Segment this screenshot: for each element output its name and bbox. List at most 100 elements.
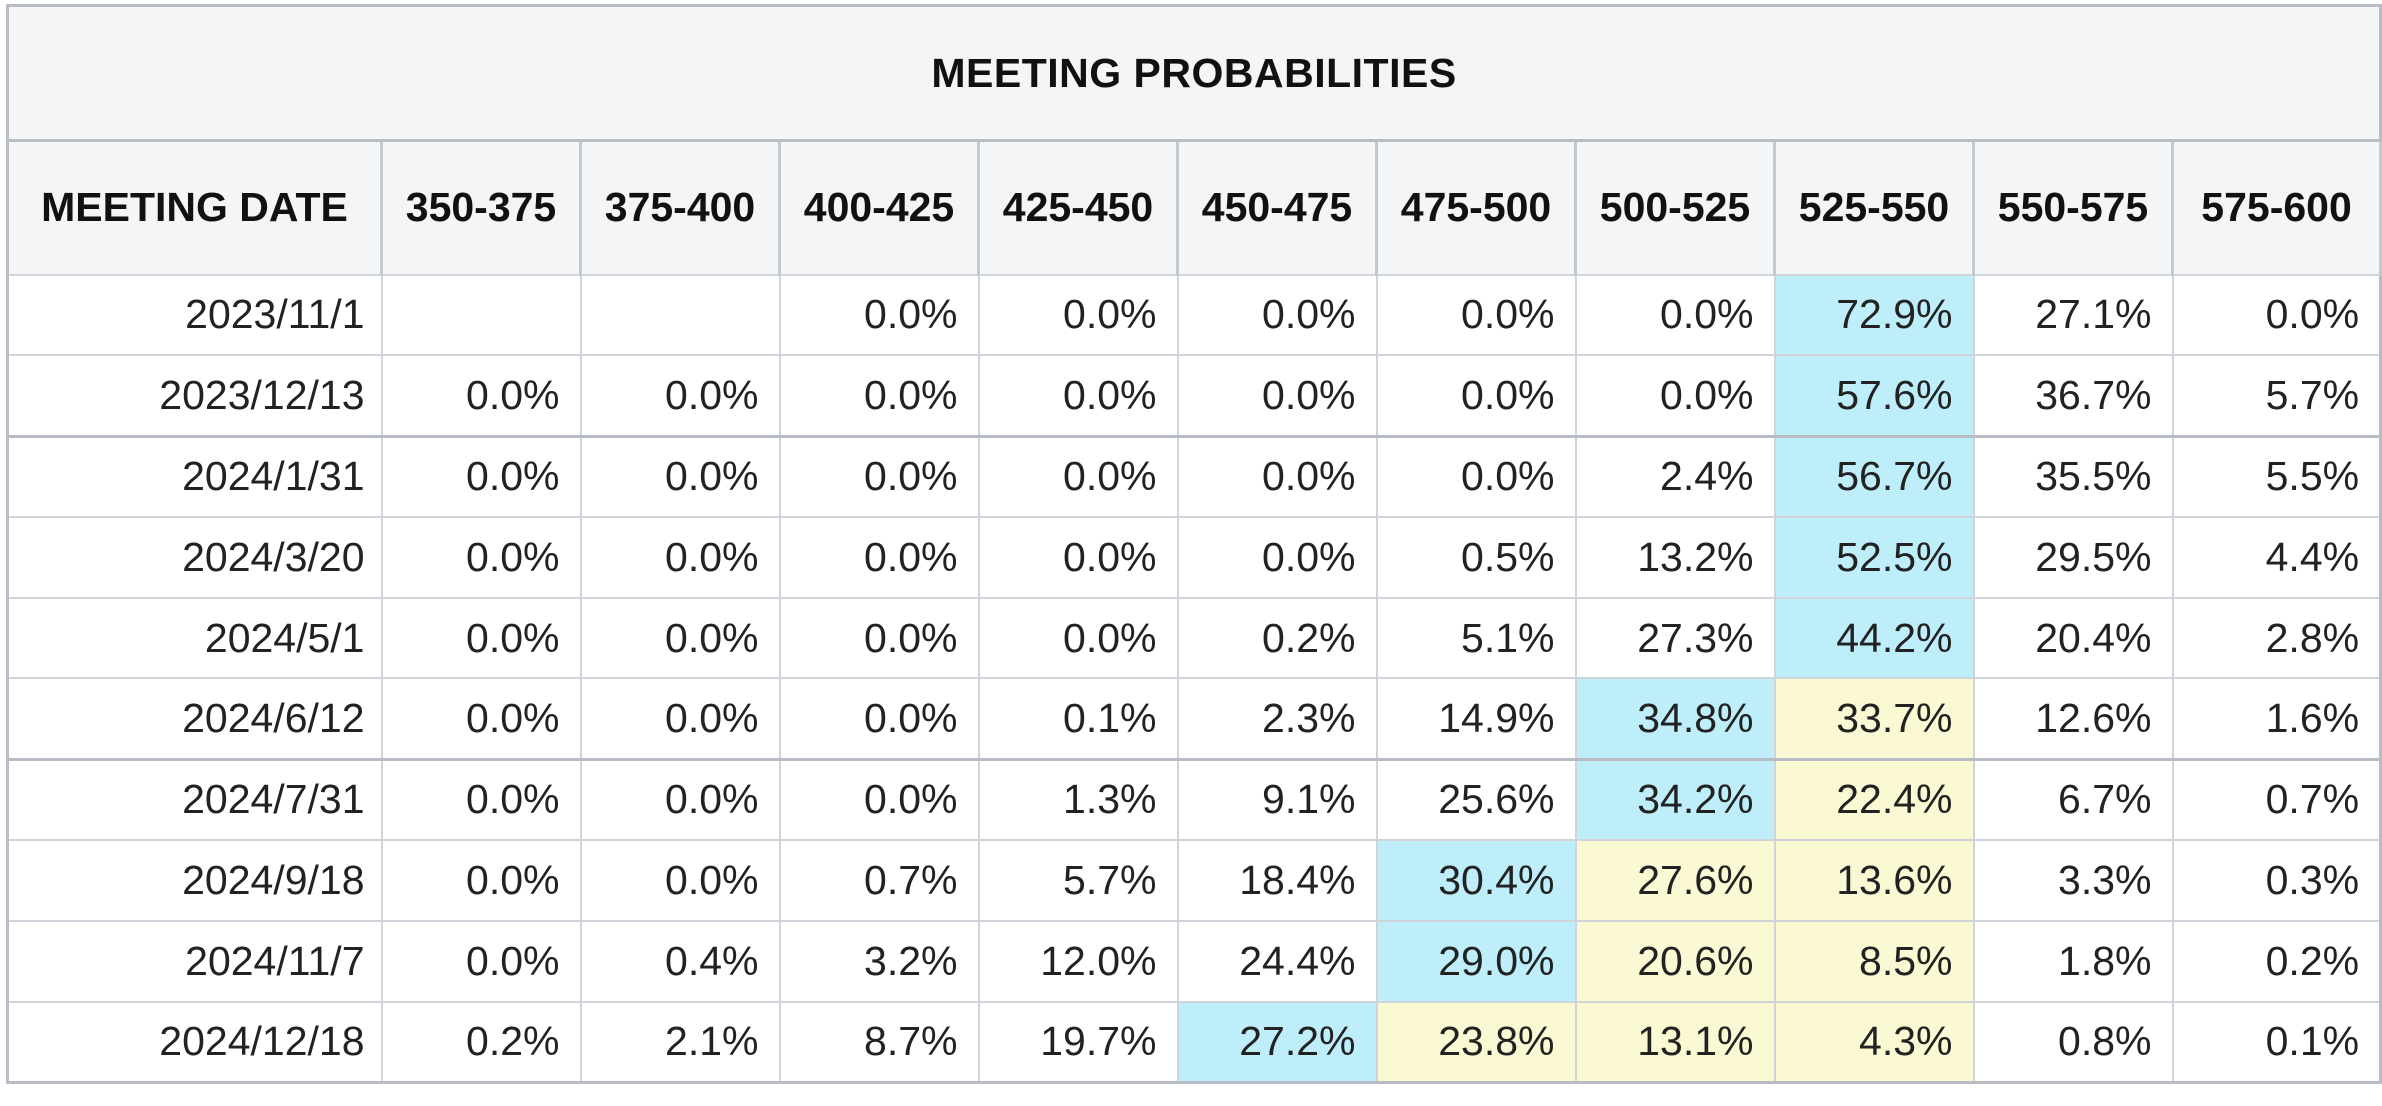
probability-cell: 14.9% xyxy=(1375,677,1577,761)
probability-cell: 0.0% xyxy=(778,677,980,761)
probability-cell: 4.4% xyxy=(2171,515,2382,599)
probability-cell: 0.8% xyxy=(1972,1000,2174,1084)
probability-cell: 13.2% xyxy=(1574,515,1776,599)
meeting-date-cell: 2024/9/18 xyxy=(6,839,383,922)
probability-cell: 20.6% xyxy=(1574,919,1776,1003)
probability-cell: 0.1% xyxy=(2171,1000,2382,1084)
column-header-rate-range: 450-475 xyxy=(1176,139,1378,276)
probability-cell: 0.0% xyxy=(1375,273,1577,357)
probability-cell: 44.2% xyxy=(1773,596,1975,680)
meeting-date-cell: 2024/6/12 xyxy=(6,677,383,761)
probability-cell: 27.3% xyxy=(1574,596,1776,680)
probability-cell: 0.0% xyxy=(778,515,980,599)
table-row: 2023/11/1 0.0% 0.0% 0.0% 0.0% 0.0% 72.9% 27.1% 0… xyxy=(6,273,2382,357)
probability-cell xyxy=(579,273,781,357)
meeting-date-cell: 2023/12/13 xyxy=(6,354,383,438)
probability-cell: 0.0% xyxy=(977,515,1179,599)
probability-cell: 0.2% xyxy=(2171,919,2382,1003)
meeting-date-cell: 2024/5/1 xyxy=(6,596,383,680)
probability-cell: 0.0% xyxy=(1176,515,1378,599)
probability-cell: 0.5% xyxy=(1375,515,1577,599)
probability-cell: 5.5% xyxy=(2171,434,2382,518)
probability-cell: 23.8% xyxy=(1375,1000,1577,1084)
probability-cell: 19.7% xyxy=(977,1000,1179,1084)
probability-cell: 34.2% xyxy=(1574,757,1776,842)
table-row: 2024/11/7 0.0% 0.4% 3.2% 12.0% 24.4% 29.0% 20.6… xyxy=(6,919,2382,1003)
probability-cell: 0.0% xyxy=(579,354,781,438)
meeting-date-cell: 2024/11/7 xyxy=(6,919,383,1003)
probability-cell: 0.0% xyxy=(579,434,781,518)
probability-cell: 1.3% xyxy=(977,757,1179,842)
probability-cell: 27.6% xyxy=(1574,839,1776,922)
meeting-probabilities-table: MEETING PROBABILITIES MEETING DATE 350-37… xyxy=(6,4,2382,1084)
table-row: 2024/12/18 0.2% 2.1% 8.7% 19.7% 27.2% 23.8% 13.… xyxy=(6,1000,2382,1084)
column-header-rate-range: 525-550 xyxy=(1773,139,1975,276)
probability-cell: 29.0% xyxy=(1375,919,1577,1003)
column-header-meeting-date: MEETING DATE xyxy=(6,139,383,276)
probability-cell: 30.4% xyxy=(1375,839,1577,922)
probability-cell: 0.0% xyxy=(977,434,1179,518)
probability-cell: 0.7% xyxy=(2171,757,2382,842)
probability-cell: 0.0% xyxy=(579,596,781,680)
probability-cell: 0.0% xyxy=(579,839,781,922)
probability-cell: 0.0% xyxy=(380,839,582,922)
probability-cell: 2.3% xyxy=(1176,677,1378,761)
probability-cell: 0.2% xyxy=(380,1000,582,1084)
probability-cell: 27.2% xyxy=(1176,1000,1378,1084)
probability-cell: 13.1% xyxy=(1574,1000,1776,1084)
probability-cell: 33.7% xyxy=(1773,677,1975,761)
probability-cell: 2.4% xyxy=(1574,434,1776,518)
probability-cell: 25.6% xyxy=(1375,757,1577,842)
probability-cell: 2.1% xyxy=(579,1000,781,1084)
probability-cell: 18.4% xyxy=(1176,839,1378,922)
column-header-row: MEETING DATE 350-375 375-400 400-425 425-450… xyxy=(6,139,2382,276)
probability-cell: 0.0% xyxy=(778,596,980,680)
table-row: 2024/9/18 0.0% 0.0% 0.7% 5.7% 18.4% 30.4% 27.6%… xyxy=(6,839,2382,922)
probability-cell: 0.0% xyxy=(977,354,1179,438)
probability-cell: 29.5% xyxy=(1972,515,2174,599)
table-title: MEETING PROBABILITIES xyxy=(6,4,2382,142)
probability-cell: 0.0% xyxy=(380,919,582,1003)
table-row: 2024/5/1 0.0% 0.0% 0.0% 0.0% 0.2% 5.1% 27.3% 44.… xyxy=(6,596,2382,680)
probability-cell: 0.0% xyxy=(579,515,781,599)
probability-cell: 34.8% xyxy=(1574,677,1776,761)
probability-cell: 5.7% xyxy=(977,839,1179,922)
probability-cell: 57.6% xyxy=(1773,354,1975,438)
probability-cell: 0.0% xyxy=(778,354,980,438)
probability-cell: 24.4% xyxy=(1176,919,1378,1003)
probability-cell: 3.3% xyxy=(1972,839,2174,922)
probability-cell: 0.0% xyxy=(380,434,582,518)
probability-cell: 0.0% xyxy=(380,596,582,680)
probability-cell: 0.7% xyxy=(778,839,980,922)
probability-cell xyxy=(380,273,582,357)
probability-cell: 0.0% xyxy=(1176,434,1378,518)
probability-cell: 56.7% xyxy=(1773,434,1975,518)
probability-cell: 27.1% xyxy=(1972,273,2174,357)
meeting-date-cell: 2024/12/18 xyxy=(6,1000,383,1084)
probability-cell: 0.0% xyxy=(380,354,582,438)
probability-cell: 0.0% xyxy=(778,757,980,842)
probability-cell: 3.2% xyxy=(778,919,980,1003)
probability-cell: 0.0% xyxy=(579,677,781,761)
probability-cell: 0.0% xyxy=(1574,354,1776,438)
probability-cell: 0.0% xyxy=(778,434,980,518)
meeting-date-cell: 2023/11/1 xyxy=(6,273,383,357)
probability-cell: 0.0% xyxy=(977,596,1179,680)
table-row: 2023/12/13 0.0% 0.0% 0.0% 0.0% 0.0% 0.0% 0.0% 57… xyxy=(6,354,2382,438)
probability-cell: 22.4% xyxy=(1773,757,1975,842)
probability-cell: 8.5% xyxy=(1773,919,1975,1003)
table-row: 2024/3/20 0.0% 0.0% 0.0% 0.0% 0.0% 0.5% 13.2% 52… xyxy=(6,515,2382,599)
probability-cell: 0.1% xyxy=(977,677,1179,761)
table-row: 2024/1/31 0.0% 0.0% 0.0% 0.0% 0.0% 0.0% 2.4% 56.… xyxy=(6,434,2382,518)
probability-cell: 12.6% xyxy=(1972,677,2174,761)
probability-cell: 0.0% xyxy=(977,273,1179,357)
table-row: 2024/6/12 0.0% 0.0% 0.0% 0.1% 2.3% 14.9% 34.8% 3… xyxy=(6,677,2382,761)
meeting-date-cell: 2024/1/31 xyxy=(6,434,383,518)
table-row: 2024/7/31 0.0% 0.0% 0.0% 1.3% 9.1% 25.6% 34.2% 2… xyxy=(6,757,2382,842)
column-header-rate-range: 400-425 xyxy=(778,139,980,276)
probability-cell: 13.6% xyxy=(1773,839,1975,922)
probability-cell: 35.5% xyxy=(1972,434,2174,518)
probability-cell: 0.0% xyxy=(1375,434,1577,518)
column-header-rate-range: 500-525 xyxy=(1574,139,1776,276)
probability-cell: 52.5% xyxy=(1773,515,1975,599)
